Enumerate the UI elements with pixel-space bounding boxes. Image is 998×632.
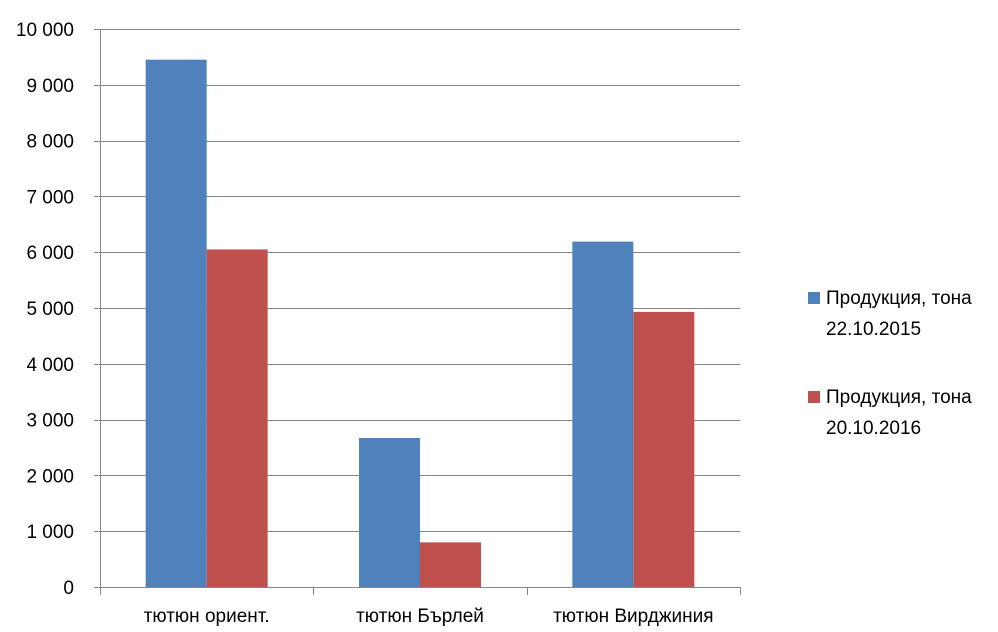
x-tick-label: тютюн Вирджиния [553,606,713,627]
legend: Продукция, тона 22.10.2015 Продукция, тона… [808,288,972,439]
bar-series-2016 [633,311,695,587]
legend-label: Продукция, тона [826,387,972,408]
y-tick-label: 3 000 [26,411,74,432]
y-tick-label: 5 000 [26,299,74,320]
x-tick-label: тютюн Бърлей [356,606,484,627]
y-tick-label: 0 [63,578,74,599]
y-tick-label: 10 000 [16,20,74,41]
legend-label: 20.10.2016 [826,418,921,439]
legend-label: Продукция, тона [826,288,972,309]
bar-series-2015 [572,241,634,587]
x-tick-label: тютюн ориент. [144,606,270,627]
legend-label: 22.10.2015 [826,319,921,340]
y-tick-label: 1 000 [26,522,74,543]
axes: 0 1 000 2 000 3 000 4 000 5 000 6 000 7 000 8 00… [16,20,741,627]
legend-swatch [808,391,820,403]
y-tick-label: 2 000 [26,466,74,487]
bar-series-2015 [359,438,420,587]
y-tick-label: 9 000 [26,76,74,97]
bar-series-2016 [420,542,481,587]
legend-swatch [808,292,820,304]
y-tick-label: 4 000 [26,355,74,376]
y-tick-label: 6 000 [26,243,74,264]
bar-series-2015 [145,59,207,587]
y-tick-label: 7 000 [26,187,74,208]
bars [145,59,695,587]
bar-series-2016 [206,249,268,587]
y-tick-label: 8 000 [26,132,74,153]
